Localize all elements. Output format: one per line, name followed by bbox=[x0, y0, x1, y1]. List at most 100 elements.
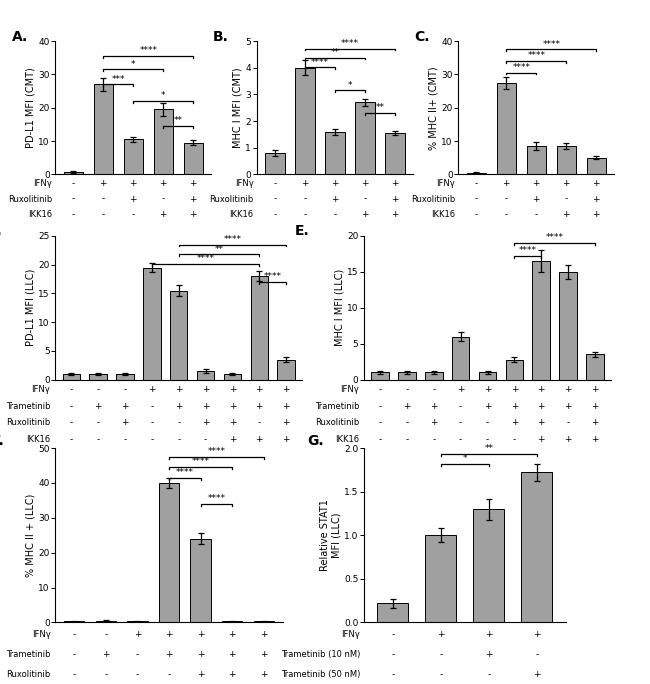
Text: +: + bbox=[591, 418, 599, 428]
Text: +: + bbox=[533, 670, 540, 679]
Text: -: - bbox=[378, 418, 382, 428]
Text: +: + bbox=[282, 385, 290, 394]
Text: +: + bbox=[457, 385, 464, 394]
Bar bbox=[190, 539, 211, 622]
Text: -: - bbox=[474, 179, 478, 188]
Text: +: + bbox=[403, 402, 411, 410]
Text: +: + bbox=[484, 385, 491, 394]
Bar bbox=[479, 372, 496, 380]
Text: -: - bbox=[534, 210, 538, 219]
Bar bbox=[556, 146, 576, 174]
Text: +: + bbox=[255, 385, 263, 394]
Text: +: + bbox=[361, 210, 369, 219]
Text: ****: **** bbox=[527, 51, 545, 60]
Text: +: + bbox=[538, 385, 545, 394]
Text: Ruxolitinib: Ruxolitinib bbox=[209, 194, 254, 204]
Text: -: - bbox=[257, 418, 261, 428]
Text: +: + bbox=[197, 650, 204, 659]
Text: -: - bbox=[273, 179, 276, 188]
Text: -: - bbox=[486, 418, 489, 428]
Text: -: - bbox=[432, 435, 436, 444]
Text: -: - bbox=[124, 435, 127, 444]
Text: +: + bbox=[282, 418, 290, 428]
Text: **: ** bbox=[330, 48, 339, 57]
Text: ****: **** bbox=[311, 57, 329, 66]
Bar bbox=[153, 109, 173, 174]
Text: +: + bbox=[532, 194, 540, 204]
Text: +: + bbox=[94, 402, 102, 410]
Bar bbox=[254, 621, 274, 622]
Y-axis label: MHC I MFI (LLC): MHC I MFI (LLC) bbox=[334, 269, 344, 346]
Text: ****: **** bbox=[545, 233, 564, 242]
Text: -: - bbox=[459, 418, 462, 428]
Text: IFNγ: IFNγ bbox=[436, 179, 455, 188]
Bar bbox=[124, 140, 143, 174]
Text: ***: *** bbox=[112, 75, 125, 83]
Text: -: - bbox=[104, 630, 107, 639]
Text: ****: **** bbox=[196, 254, 214, 263]
Text: +: + bbox=[197, 670, 204, 679]
Text: *: * bbox=[131, 60, 135, 68]
Text: -: - bbox=[566, 418, 569, 428]
Text: -: - bbox=[378, 402, 382, 410]
Y-axis label: Relative STAT1
MFI (LLC): Relative STAT1 MFI (LLC) bbox=[320, 499, 341, 571]
Bar bbox=[127, 621, 148, 622]
Text: +: + bbox=[122, 418, 129, 428]
Text: +: + bbox=[593, 210, 600, 219]
Bar bbox=[295, 68, 315, 174]
Text: -: - bbox=[487, 670, 490, 679]
Text: +: + bbox=[562, 210, 570, 219]
Text: ****: **** bbox=[519, 246, 537, 255]
Text: -: - bbox=[177, 418, 181, 428]
Text: +: + bbox=[564, 435, 572, 444]
Text: -: - bbox=[432, 385, 436, 394]
Text: Trametinib: Trametinib bbox=[6, 402, 50, 410]
Text: +: + bbox=[282, 402, 290, 410]
Text: -: - bbox=[132, 210, 135, 219]
Bar bbox=[159, 483, 179, 622]
Text: -: - bbox=[136, 650, 139, 659]
Bar bbox=[452, 337, 469, 380]
Text: +: + bbox=[229, 435, 236, 444]
Text: +: + bbox=[301, 179, 309, 188]
Text: +: + bbox=[391, 210, 398, 219]
Text: ****: **** bbox=[224, 235, 241, 244]
Text: +: + bbox=[175, 402, 183, 410]
Text: +: + bbox=[255, 402, 263, 410]
Text: A.: A. bbox=[12, 30, 28, 44]
Text: +: + bbox=[533, 630, 540, 639]
Text: -: - bbox=[97, 435, 100, 444]
Text: IFNγ: IFNγ bbox=[341, 630, 360, 639]
Text: +: + bbox=[591, 385, 599, 394]
Text: +: + bbox=[159, 210, 167, 219]
Text: +: + bbox=[538, 418, 545, 428]
Bar bbox=[355, 103, 374, 174]
Text: +: + bbox=[391, 194, 398, 204]
Text: -: - bbox=[101, 194, 105, 204]
Bar bbox=[96, 620, 116, 622]
Text: IFNγ: IFNγ bbox=[341, 385, 359, 394]
Text: +: + bbox=[148, 385, 155, 394]
Text: -: - bbox=[72, 179, 75, 188]
Bar bbox=[506, 360, 523, 380]
Text: -: - bbox=[406, 385, 409, 394]
Text: +: + bbox=[165, 650, 173, 659]
Text: +: + bbox=[511, 418, 518, 428]
Text: -: - bbox=[439, 670, 443, 679]
Bar bbox=[116, 374, 134, 380]
Y-axis label: % MHC II + (LLC): % MHC II + (LLC) bbox=[25, 494, 35, 577]
Text: ****: **** bbox=[176, 468, 194, 477]
Bar bbox=[224, 374, 241, 380]
Text: +: + bbox=[391, 179, 398, 188]
Text: -: - bbox=[124, 385, 127, 394]
Text: -: - bbox=[459, 435, 462, 444]
Text: +: + bbox=[538, 435, 545, 444]
Text: -: - bbox=[406, 418, 409, 428]
Text: -: - bbox=[391, 650, 395, 659]
Text: -: - bbox=[474, 210, 478, 219]
Bar bbox=[143, 267, 161, 380]
Text: -: - bbox=[439, 650, 443, 659]
Text: *: * bbox=[348, 81, 352, 90]
Text: -: - bbox=[70, 418, 73, 428]
Bar bbox=[183, 143, 203, 174]
